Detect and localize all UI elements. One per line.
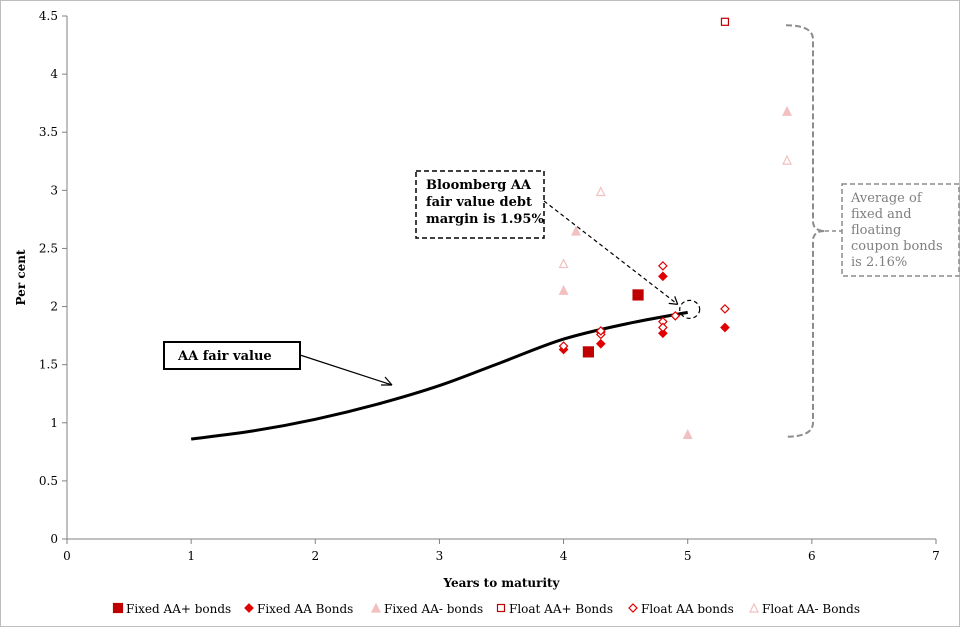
y-tick-label: 2.5: [39, 241, 58, 255]
x-tick-label: 5: [684, 549, 692, 563]
bloomberg-arrowhead: [668, 296, 679, 305]
bloomberg-arrow: [543, 200, 679, 305]
average-text-line: is 2.16%: [851, 255, 907, 270]
data-point: [682, 429, 693, 439]
fair-value-arrowhead: [381, 376, 393, 386]
data-point: [782, 154, 792, 165]
fair-value-curve: [190, 310, 688, 441]
y-tick-label: 4: [50, 67, 58, 81]
data-point: [558, 284, 569, 295]
bloomberg-box: [415, 170, 545, 239]
bloomberg-text-line: margin is 1.95%: [426, 212, 544, 227]
legend-marker: [112, 602, 124, 614]
x-tick-label: 7: [932, 549, 940, 563]
data-point: [782, 105, 792, 116]
x-tick-label: 2: [311, 549, 319, 563]
data-point: [658, 271, 668, 282]
curve-layer: [190, 310, 688, 441]
data-point: [658, 322, 668, 333]
legend-label: Fixed AA- bonds: [384, 602, 483, 616]
average-text-line: coupon bonds: [851, 239, 943, 254]
x-tick-label: 3: [436, 549, 444, 563]
y-tick-label: 2: [50, 300, 58, 314]
legend-marker: [628, 603, 638, 613]
axes-layer: 0 0.5 1 1.5 2 2.5 3 3.5 4 4.5 0 1 2 3 4 5 6 7: [39, 9, 940, 563]
data-point: [595, 186, 606, 197]
data-point: [658, 261, 668, 271]
bloomberg-circle: [679, 299, 701, 319]
y-tick-label: 1.5: [39, 358, 58, 372]
bloomberg-text-line: fair value debt: [426, 195, 532, 210]
y-tick-label: 0: [50, 532, 58, 546]
x-tick-label: 6: [808, 549, 816, 563]
y-tick-label: 3.5: [39, 125, 58, 139]
bloomberg-text-line: Bloomberg AA: [426, 178, 532, 193]
data-point: [720, 322, 730, 333]
legend-marker: [244, 603, 254, 613]
data-point: [720, 304, 730, 314]
data-point: [632, 289, 644, 301]
legend-marker: [496, 603, 506, 613]
y-tick-label: 0.5: [39, 474, 58, 488]
fair-value-label: AA fair value: [177, 349, 272, 364]
annotation-layer: AA fair value Bloomberg AA fair value debt…: [163, 24, 960, 438]
x-tick-label: 0: [63, 549, 71, 563]
x-tick-label: 4: [560, 549, 568, 563]
data-point: [595, 326, 606, 336]
data-point: [582, 346, 595, 358]
legend-label: Fixed AA Bonds: [257, 602, 353, 616]
y-tick-label: 1: [50, 416, 58, 430]
x-axis-title: Years to maturity: [442, 576, 560, 590]
data-point: [658, 328, 668, 339]
average-text-line: fixed and: [851, 207, 912, 222]
data-point: [558, 258, 569, 269]
data-point: [720, 17, 730, 26]
legend-label: Float AA bonds: [641, 602, 734, 616]
y-tick-label: 3: [50, 183, 58, 197]
legend-label: Float AA- Bonds: [762, 602, 860, 616]
legend-marker: [749, 602, 759, 613]
average-text-line: Average of: [850, 191, 923, 206]
data-point: [558, 341, 569, 351]
average-bracket: [785, 24, 826, 438]
data-point: [595, 338, 606, 349]
y-tick-label: 4.5: [39, 9, 58, 23]
average-text-line: floating: [851, 223, 901, 238]
fair-value-arrow: [299, 354, 393, 386]
legend-layer: Fixed AA+ bonds Fixed AA Bonds Fixed AA- b…: [112, 602, 860, 616]
data-point: [670, 311, 681, 321]
x-tick-label: 1: [187, 549, 195, 563]
points-layer: [558, 17, 792, 439]
legend-marker: [371, 602, 381, 613]
legend-label: Fixed AA+ bonds: [126, 602, 231, 616]
legend-label: Float AA+ Bonds: [509, 602, 613, 616]
average-box: [841, 183, 960, 277]
y-axis-title: Per cent: [14, 249, 28, 306]
data-point: [571, 225, 581, 236]
